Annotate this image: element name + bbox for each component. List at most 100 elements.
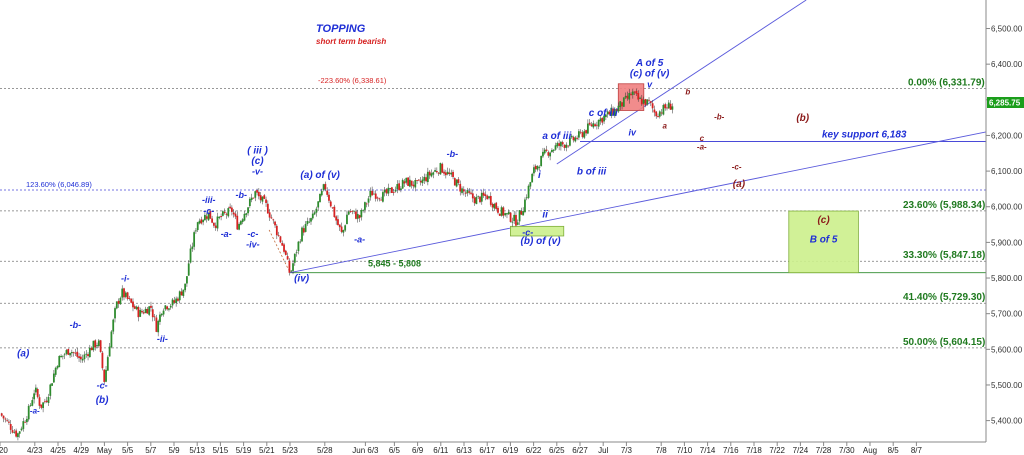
candle-body	[171, 299, 174, 306]
candle-body	[604, 114, 607, 118]
candle-body	[4, 418, 7, 420]
candle-body	[209, 211, 212, 219]
candle-body	[351, 210, 354, 212]
candle-body	[160, 313, 163, 316]
candle-body	[529, 182, 532, 187]
candle-body	[635, 90, 638, 94]
candle-body	[213, 222, 215, 226]
candle-body	[328, 194, 330, 201]
candle-body	[655, 111, 658, 117]
last-price-badge	[987, 97, 1024, 108]
candle-body	[320, 190, 323, 196]
x-tick-label: 5/7	[145, 446, 157, 455]
candle-body	[444, 172, 447, 176]
candle-body	[480, 192, 483, 202]
wave-label: (b)	[96, 395, 109, 406]
key-support-label: key support 6,183	[822, 130, 907, 141]
x-tick-label: 5/21	[259, 446, 275, 455]
candle-body	[338, 224, 341, 228]
candle-body	[311, 213, 314, 219]
candle-body	[475, 196, 478, 205]
candle-body	[148, 306, 151, 315]
wave-label: (a)	[17, 348, 30, 359]
candle-body	[671, 106, 674, 110]
candle-body	[392, 192, 395, 194]
candle-body	[371, 190, 374, 196]
candle-body	[626, 95, 629, 99]
candle-body	[373, 193, 375, 195]
candle-body	[536, 165, 539, 170]
candle-body	[639, 97, 641, 99]
candle-body	[115, 301, 118, 309]
candle-body	[621, 102, 623, 107]
last-price-label: 6,285.75	[989, 99, 1021, 108]
candle-body	[157, 320, 160, 333]
candle-body	[18, 431, 21, 434]
candle-body	[97, 340, 100, 347]
candle-body	[387, 187, 390, 194]
candle-body	[108, 346, 111, 357]
candle-body	[198, 220, 201, 224]
candle-body	[61, 355, 64, 357]
candle-body	[547, 152, 550, 156]
candle-body	[218, 216, 221, 218]
wave-label: (c) of (v)	[630, 69, 670, 80]
candle-body	[660, 112, 663, 114]
candle-body	[65, 350, 68, 354]
wave-label: iv	[628, 127, 637, 137]
candle-body	[295, 252, 298, 254]
candle-body	[491, 203, 494, 208]
candle-body	[551, 149, 553, 152]
candle-body	[26, 418, 28, 423]
candle-body	[401, 179, 404, 189]
candle-body	[464, 192, 467, 194]
candle-body	[416, 180, 418, 181]
candle-body	[631, 91, 634, 95]
candle-body	[495, 202, 498, 209]
candle-body	[477, 195, 480, 197]
candle-body	[36, 389, 39, 397]
candle-body	[292, 263, 294, 271]
y-tick-label: 5,900.00	[991, 238, 1023, 247]
candle-body	[58, 355, 61, 368]
fib-414-label: 41.40% (5,729.30)	[903, 292, 985, 303]
candle-body	[448, 172, 451, 175]
candle-body	[243, 213, 246, 221]
candle-body	[132, 301, 134, 308]
candle-body	[594, 124, 596, 127]
candle-body	[603, 115, 605, 122]
candle-body	[563, 144, 566, 148]
y-tick-label: 5,400.00	[991, 417, 1023, 426]
candle-body	[374, 193, 377, 199]
candle-body	[302, 228, 305, 233]
candle-body	[182, 289, 185, 296]
candle-body	[479, 196, 481, 203]
wave-label: -b-	[236, 190, 248, 200]
candle-body	[256, 190, 258, 193]
candle-body	[284, 250, 287, 255]
candle-body	[60, 355, 62, 358]
wave-label: v	[647, 79, 653, 89]
candle-body	[230, 207, 233, 212]
candle-body	[511, 221, 514, 223]
candle-body	[540, 155, 543, 167]
candle-body	[126, 292, 129, 299]
candle-body	[500, 207, 503, 216]
candle-body	[2, 415, 5, 419]
candle-body	[283, 244, 285, 252]
candle-body	[412, 184, 415, 187]
candle-body	[277, 235, 280, 236]
candle-body	[214, 225, 217, 228]
x-tick-label: 5/9	[168, 446, 180, 455]
candle-body	[105, 369, 107, 382]
x-tick-label: 7/24	[793, 446, 809, 455]
wave-label: i	[538, 170, 541, 181]
candle-body	[297, 241, 300, 252]
x-tick-label: 4/23	[27, 446, 43, 455]
candle-body	[486, 195, 489, 200]
y-tick-label: 6,100.00	[991, 167, 1023, 176]
candle-body	[435, 171, 438, 173]
candle-body	[200, 219, 203, 224]
candle-body	[239, 221, 242, 225]
candle-body	[189, 248, 192, 263]
